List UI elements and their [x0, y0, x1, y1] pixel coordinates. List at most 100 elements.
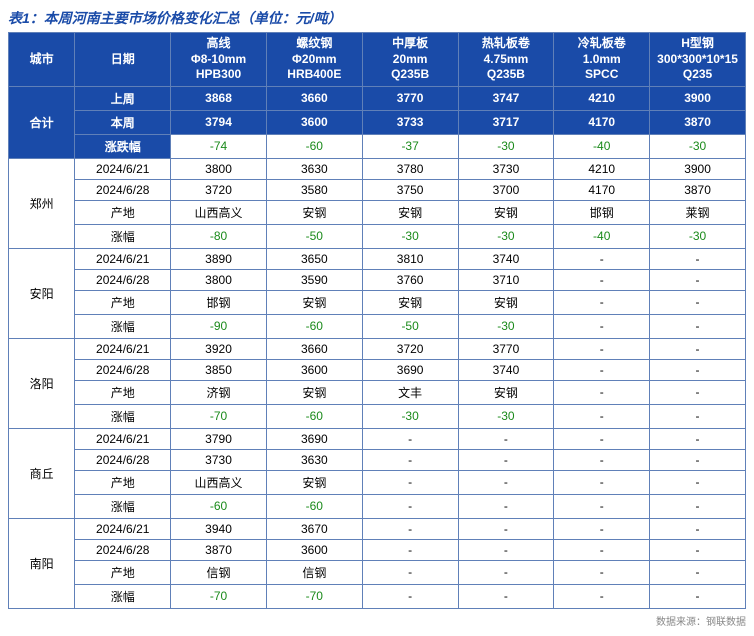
value-cell: - [458, 560, 554, 584]
value-cell: - [650, 518, 746, 539]
row-label: 涨幅 [75, 314, 171, 338]
row-label: 2024/6/21 [75, 428, 171, 449]
header-p1: 高线Φ8-10mmHPB300 [171, 33, 267, 87]
value-cell: 3760 [362, 269, 458, 290]
value-cell: 3630 [266, 449, 362, 470]
value-cell: 信钢 [266, 560, 362, 584]
summary-value: 4170 [554, 110, 650, 134]
value-cell: 3600 [266, 539, 362, 560]
value-cell: - [650, 494, 746, 518]
value-cell: -80 [171, 224, 267, 248]
row-label: 产地 [75, 200, 171, 224]
summary-value: 3600 [266, 110, 362, 134]
table-row: 2024/6/283850360036903740-- [9, 359, 746, 380]
value-cell: 信钢 [171, 560, 267, 584]
value-cell: 邯钢 [554, 200, 650, 224]
value-cell: 3580 [266, 179, 362, 200]
header-city: 城市 [9, 33, 75, 87]
summary-value: 3868 [171, 86, 267, 110]
value-cell: -60 [266, 314, 362, 338]
value-cell: 3850 [171, 359, 267, 380]
value-cell: - [554, 470, 650, 494]
value-cell: - [458, 584, 554, 608]
value-cell: -70 [171, 404, 267, 428]
table-row: 涨幅-60-60---- [9, 494, 746, 518]
value-cell: - [362, 470, 458, 494]
table-row: 涨幅-70-60-30-30-- [9, 404, 746, 428]
summary-row-label: 上周 [75, 86, 171, 110]
value-cell: 3900 [650, 158, 746, 179]
value-cell: -90 [171, 314, 267, 338]
value-cell: -30 [362, 224, 458, 248]
value-cell: - [650, 290, 746, 314]
value-cell: - [458, 539, 554, 560]
value-cell: - [458, 470, 554, 494]
table-header: 城市 日期 高线Φ8-10mmHPB300 螺纹钢Φ20mmHRB400E 中厚… [9, 33, 746, 87]
value-cell: 安钢 [458, 380, 554, 404]
row-label: 产地 [75, 470, 171, 494]
row-label: 2024/6/28 [75, 269, 171, 290]
summary-value: 3794 [171, 110, 267, 134]
value-cell: - [458, 449, 554, 470]
value-cell: - [650, 269, 746, 290]
value-cell: 4170 [554, 179, 650, 200]
value-cell: 3770 [458, 338, 554, 359]
value-cell: 3690 [362, 359, 458, 380]
value-cell: 3800 [171, 269, 267, 290]
value-cell: 3870 [171, 539, 267, 560]
value-cell: 安钢 [362, 200, 458, 224]
table-row: 产地信钢信钢---- [9, 560, 746, 584]
value-cell: 山西高义 [171, 470, 267, 494]
summary-value: 3717 [458, 110, 554, 134]
value-cell: 莱钢 [650, 200, 746, 224]
value-cell: -60 [266, 404, 362, 428]
value-cell: 3630 [266, 158, 362, 179]
table-row: 产地山西高义安钢安钢安钢邯钢莱钢 [9, 200, 746, 224]
header-p2: 螺纹钢Φ20mmHRB400E [266, 33, 362, 87]
value-cell: 3720 [171, 179, 267, 200]
value-cell: - [650, 314, 746, 338]
header-p6: H型钢300*300*10*15Q235 [650, 33, 746, 87]
summary-diff: -30 [650, 134, 746, 158]
value-cell: - [650, 560, 746, 584]
summary-value: 3870 [650, 110, 746, 134]
value-cell: 安钢 [458, 290, 554, 314]
value-cell: - [650, 338, 746, 359]
value-cell: 3700 [458, 179, 554, 200]
row-label: 涨幅 [75, 404, 171, 428]
value-cell: - [458, 518, 554, 539]
value-cell: 3590 [266, 269, 362, 290]
header-p3: 中厚板20mmQ235B [362, 33, 458, 87]
value-cell: 3940 [171, 518, 267, 539]
value-cell: -70 [171, 584, 267, 608]
value-cell: 3750 [362, 179, 458, 200]
value-cell: -30 [650, 224, 746, 248]
summary-diff: -37 [362, 134, 458, 158]
summary-diff: -40 [554, 134, 650, 158]
value-cell: 3710 [458, 269, 554, 290]
value-cell: 3740 [458, 248, 554, 269]
value-cell: 3920 [171, 338, 267, 359]
value-cell: 3730 [458, 158, 554, 179]
value-cell: -60 [266, 494, 362, 518]
value-cell: - [362, 449, 458, 470]
table-row: 涨幅-70-70---- [9, 584, 746, 608]
row-label: 产地 [75, 560, 171, 584]
summary-diff: -60 [266, 134, 362, 158]
summary-label: 合计 [9, 86, 75, 158]
summary-row-label: 本周 [75, 110, 171, 134]
city-name: 郑州 [9, 158, 75, 248]
header-date: 日期 [75, 33, 171, 87]
value-cell: - [554, 314, 650, 338]
table-row: 2024/6/2837303630---- [9, 449, 746, 470]
summary-value: 3900 [650, 86, 746, 110]
value-cell: 3780 [362, 158, 458, 179]
value-cell: 3740 [458, 359, 554, 380]
value-cell: -50 [362, 314, 458, 338]
value-cell: - [650, 359, 746, 380]
summary-value: 3733 [362, 110, 458, 134]
value-cell: 3660 [266, 338, 362, 359]
value-cell: - [554, 404, 650, 428]
row-label: 2024/6/28 [75, 179, 171, 200]
value-cell: 4210 [554, 158, 650, 179]
